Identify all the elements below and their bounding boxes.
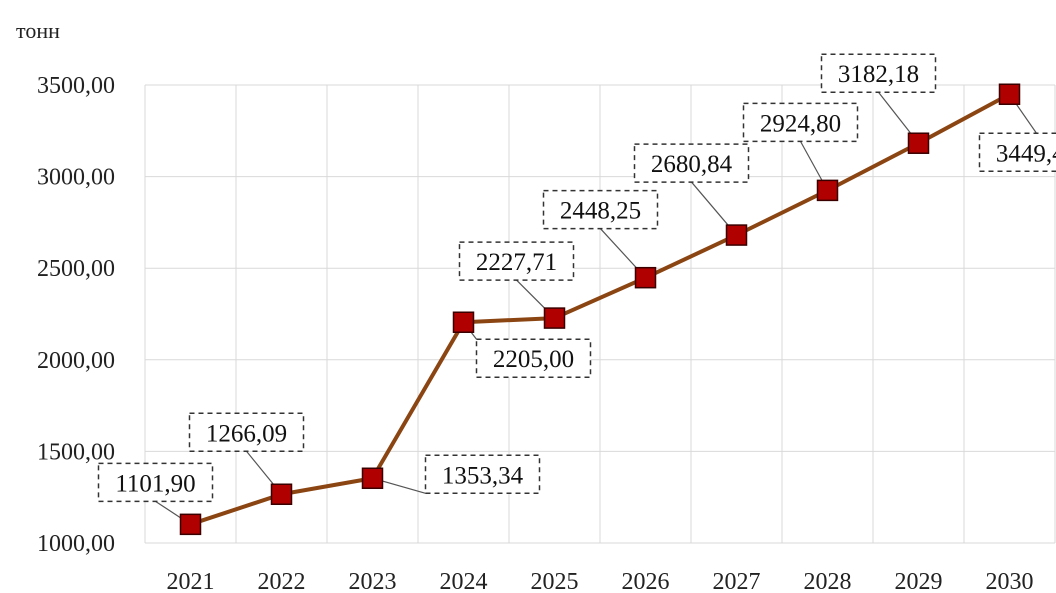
data-label: 1353,34 (442, 462, 524, 489)
data-label: 2205,00 (493, 346, 574, 373)
data-label: 3449,48 (996, 140, 1056, 167)
y-tick-label: 1500,00 (37, 439, 115, 465)
y-tick-label: 3500,00 (37, 73, 115, 99)
x-tick-label: 2024 (440, 569, 488, 593)
data-label: 2680,84 (651, 151, 733, 178)
x-tick-label: 2025 (531, 569, 579, 593)
data-point-marker (634, 266, 657, 289)
data-label: 1101,90 (115, 470, 195, 497)
x-tick-label: 2023 (349, 569, 397, 593)
x-tick-label: 2021 (167, 569, 215, 593)
series-line (189, 92, 1011, 527)
data-label-box (742, 102, 859, 143)
data-label-box (820, 53, 937, 93)
data-point-marker (179, 513, 202, 536)
data-point-marker (907, 132, 930, 154)
data-point-marker (543, 307, 566, 329)
data-label-box (97, 462, 214, 503)
x-tick-label: 2029 (895, 569, 943, 593)
data-label-box (424, 454, 541, 495)
data-label: 3182,18 (838, 61, 919, 88)
data-label: 2924,80 (760, 110, 841, 137)
x-tick-label: 2022 (258, 569, 306, 593)
y-tick-label: 1000,00 (37, 531, 115, 557)
data-point-marker (452, 311, 475, 333)
data-label: 1266,09 (206, 420, 287, 447)
data-point-marker (998, 83, 1021, 106)
data-label-box (633, 143, 750, 183)
data-label-box (978, 132, 1056, 173)
data-point-marker (270, 483, 293, 506)
x-tick-label: 2027 (713, 569, 761, 593)
data-label-box (542, 189, 659, 230)
y-tick-label: 2000,00 (37, 348, 115, 374)
data-label: 2227,71 (476, 249, 557, 276)
data-label-box (475, 338, 592, 378)
y-tick-label: 2500,00 (37, 256, 115, 282)
data-point-marker (816, 179, 839, 202)
data-label-box (458, 241, 575, 281)
data-point-marker (725, 224, 748, 246)
data-label-box (188, 412, 305, 453)
y-tick-label: 3000,00 (37, 165, 115, 191)
x-tick-label: 2026 (622, 569, 670, 593)
data-label: 2448,25 (560, 198, 641, 225)
x-tick-label: 2030 (986, 569, 1034, 593)
y-unit-label: тонн (16, 18, 60, 43)
x-tick-label: 2028 (804, 569, 852, 593)
data-point-marker (361, 467, 384, 490)
